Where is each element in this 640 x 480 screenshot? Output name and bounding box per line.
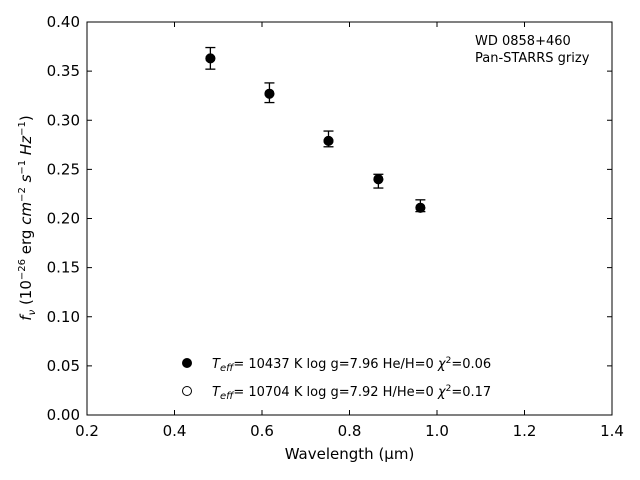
- x-tick-label: 1.2: [513, 422, 537, 440]
- y-tick-label: 0.20: [47, 210, 80, 228]
- x-tick-label: 1.0: [425, 422, 449, 440]
- y-tick-label: 0.10: [47, 308, 80, 326]
- model-point-open: [415, 202, 426, 213]
- y-tick-label: 0.40: [47, 13, 80, 31]
- axis-ticks: [86, 21, 613, 416]
- x-tick-labels: 0.2 0.4 0.6 0.8 1.0 1.2 1.4: [75, 422, 624, 440]
- y-tick-label: 0.15: [47, 259, 80, 277]
- legend-entry-open: Teff= 10704 K log g=7.92 H/He=0 χ2=0.17: [182, 384, 491, 402]
- legend-entry-filled: Teff= 10437 K log g=7.96 He/H=0 χ2=0.06: [182, 356, 491, 374]
- y-axis-label: fν (10−26 erg cm−2 s−1 Hz−1): [17, 115, 38, 320]
- legend-label-open: Teff= 10704 K log g=7.92 H/He=0 χ2=0.17: [212, 384, 491, 402]
- legend-marker-open: [182, 386, 192, 396]
- y-tick-label: 0.25: [47, 160, 80, 178]
- x-axis-label: Wavelength (μm): [285, 445, 415, 463]
- annotation-survey: Pan-STARRS grizy: [475, 51, 590, 66]
- data-points: [205, 53, 426, 213]
- y-tick-label: 0.00: [47, 406, 80, 424]
- y-tick-labels: 0.00 0.05 0.10 0.15 0.20 0.25 0.30 0.35 0.40: [47, 13, 80, 424]
- legend: Teff= 10437 K log g=7.96 He/H=0 χ2=0.06 …: [182, 356, 491, 402]
- legend-label-filled: Teff= 10437 K log g=7.96 He/H=0 χ2=0.06: [212, 356, 491, 374]
- x-tick-label: 0.2: [75, 422, 99, 440]
- x-tick-label: 1.4: [600, 422, 624, 440]
- annotation-object-name: WD 0858+460: [475, 34, 571, 49]
- x-tick-label: 0.8: [338, 422, 362, 440]
- error-bars: [205, 46, 426, 213]
- legend-marker-filled: [182, 358, 192, 368]
- model-point-open: [373, 174, 384, 185]
- model-point-open: [205, 53, 216, 64]
- y-tick-label: 0.30: [47, 111, 80, 129]
- y-tick-label: 0.05: [47, 357, 80, 375]
- y-tick-label: 0.35: [47, 62, 80, 80]
- model-point-open: [323, 135, 334, 146]
- x-tick-label: 0.4: [163, 422, 187, 440]
- x-tick-label: 0.6: [250, 422, 274, 440]
- model-point-open: [264, 88, 275, 99]
